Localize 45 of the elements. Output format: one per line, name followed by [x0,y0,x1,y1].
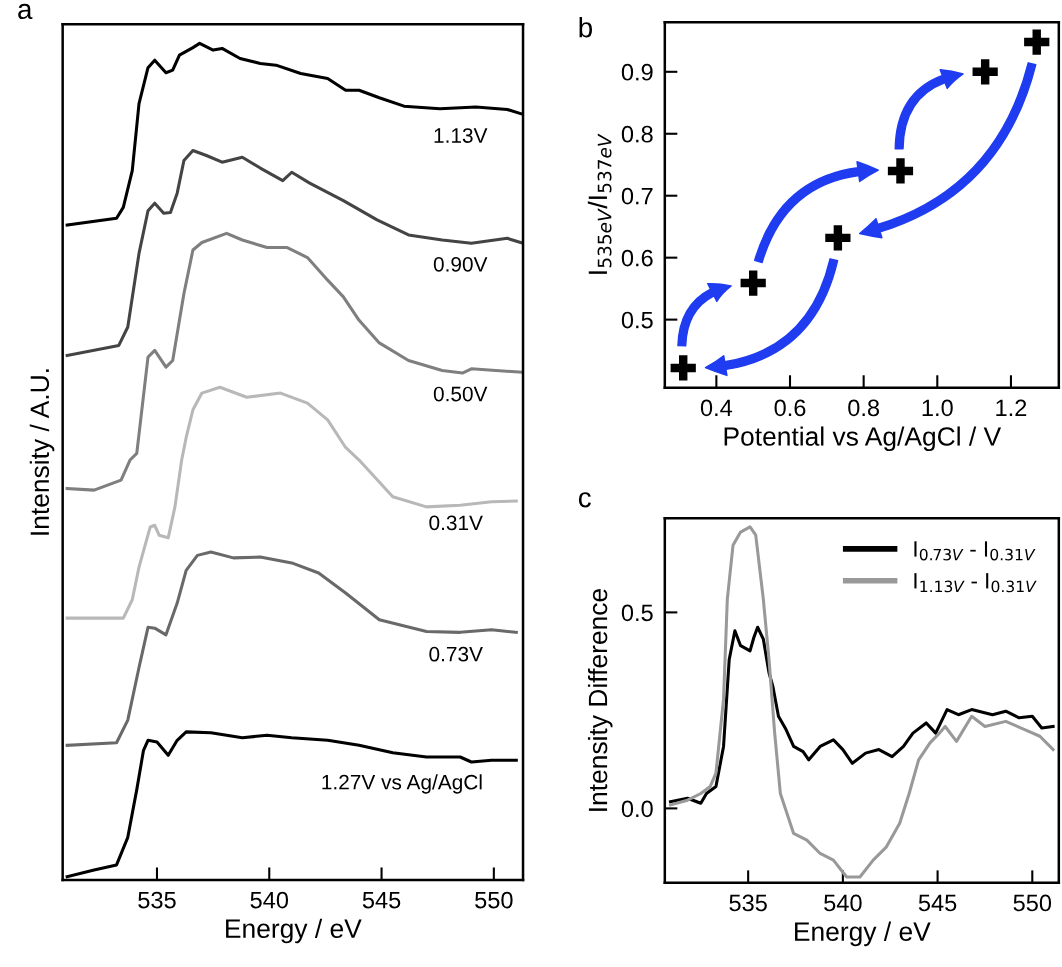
x-tick-label: 0.4 [700,399,733,417]
series-label: 0.50V [433,386,488,402]
point [1024,29,1050,55]
x-tick-label: 0.8 [848,399,880,417]
series-label: 0.90V [433,256,488,272]
text: a [18,3,33,20]
text: b [579,17,593,38]
y-axis-title: Intensity Difference [587,589,613,811]
x-axis-title: Energy / eV [795,921,931,947]
point [825,225,851,251]
series-label: 1.27V vs Ag/AgCl [322,774,482,794]
x-tick-label: 545 [918,894,957,912]
legend-label: I$_{0.73V}$ - I$_{0.31V}$ [914,541,1036,561]
y-tick-label: 0.7 [621,187,653,205]
x-tick-label: 0.6 [774,399,806,417]
x-tick-label: 1.2 [996,399,1027,416]
y-tick-label: 0.6 [621,249,653,267]
x-axis-title: Energy / eV [226,918,362,944]
series-label: 0.31V [429,515,483,531]
x-tick-label: 535 [729,894,767,912]
y-axis-title: I$_{535eV}$/I$_{537eV}$ [587,133,612,274]
point [887,158,914,184]
y-axis-title: Intensity / A.U. [29,369,55,535]
point [740,270,766,296]
x-tick-label: 545 [362,891,401,909]
x-tick-label: 540 [250,891,289,909]
x-tick-label: 540 [824,894,862,912]
y-tick-label: 0.9 [621,63,653,81]
x-tick-label: 550 [1013,894,1052,912]
series-label: 1.13V [434,128,488,143]
point [670,355,696,381]
x-tick-label: 550 [475,891,513,909]
y-tick-label: 0.5 [621,311,653,329]
series-label: 0.73V [429,646,483,662]
legend-label: I$_{1.13V}$ - I$_{0.31V}$ [914,573,1037,593]
y-tick-label: 0.8 [621,125,653,143]
y-tick-label: 0.5 [621,604,653,622]
x-axis-title: Potential vs Ag/AgCl / V [724,426,1002,452]
x-tick-label: 535 [138,891,176,909]
point [972,59,998,85]
line-series [668,625,1055,805]
y-tick-label: 0.0 [621,800,653,818]
x-tick-label: 1.0 [922,399,953,417]
text: c [578,492,591,508]
line-series [668,525,1055,879]
